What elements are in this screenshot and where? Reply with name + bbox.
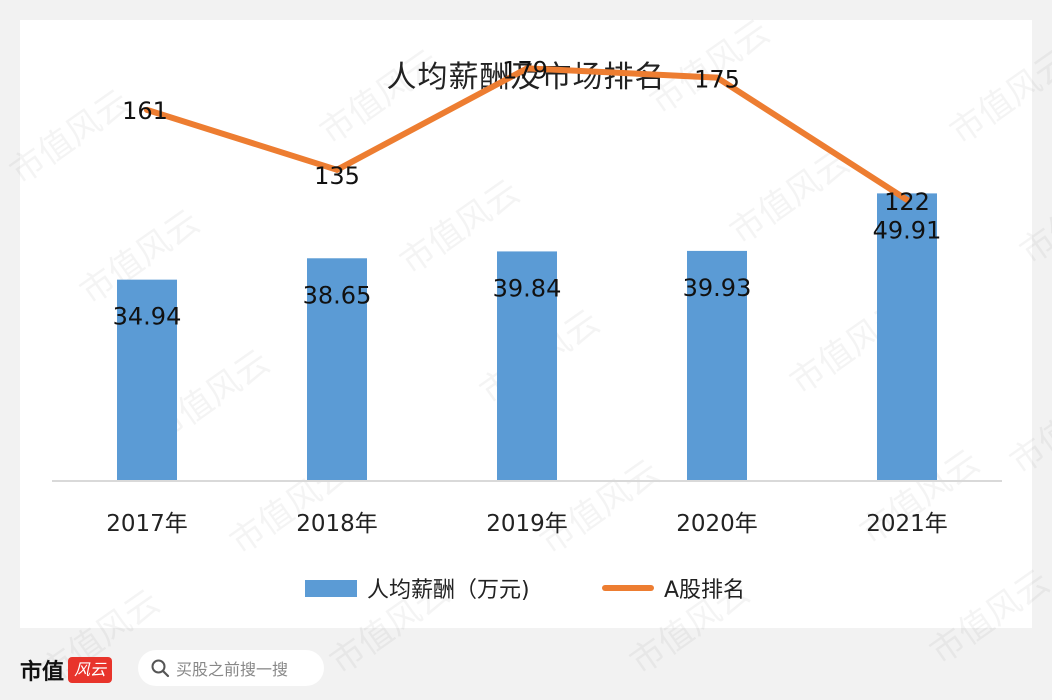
brand-text: 市值 — [20, 659, 65, 685]
rank-label-2021年: 122 — [884, 188, 930, 216]
salary-bar-2020年 — [687, 250, 747, 481]
legend-item-rank: A股排名 — [602, 572, 745, 604]
legend-swatch-salary — [305, 579, 357, 597]
combo-chart: 34.94 38.65 39.84 39.93 49.91 161 135 179 175 122… — [52, 56, 1002, 537]
x-tick-label-2018年: 2018年 — [296, 511, 378, 537]
rank-label-2020年: 175 — [694, 66, 740, 94]
brand-badge: 风云 — [68, 657, 113, 683]
footer-bar: 市值 风云 买股之前搜一搜 — [0, 640, 1052, 700]
x-tick-label-2021年: 2021年 — [866, 511, 948, 537]
rank-point-2019年 — [524, 65, 530, 72]
search-placeholder: 买股之前搜一搜 — [176, 660, 289, 679]
salary-label-2019年: 39.84 — [493, 274, 562, 302]
x-tick-label-2020年: 2020年 — [676, 511, 758, 537]
salary-label-2021年: 49.91 — [873, 216, 942, 244]
rank-line — [144, 65, 910, 203]
rank-point-2020年 — [714, 74, 720, 81]
salary-bar-2021年 — [877, 193, 937, 482]
rank-label-2017年: 161 — [122, 97, 168, 125]
search-box[interactable]: 买股之前搜一搜 — [138, 650, 324, 686]
salary-label-2017年: 34.94 — [113, 303, 182, 331]
rank-label-2019年: 179 — [502, 56, 548, 84]
salary-bar-2019年 — [497, 251, 557, 481]
legend-swatch-rank — [602, 585, 654, 591]
legend-item-salary: 人均薪酬（万元) — [305, 572, 530, 604]
brand-logo[interactable]: 市值 风云 — [20, 654, 113, 686]
salary-label-2018年: 38.65 — [303, 281, 372, 309]
chart-legend: 人均薪酬（万元) A股排名 — [0, 572, 1052, 604]
search-icon — [151, 659, 170, 678]
rank-label-2018年: 135 — [314, 162, 360, 190]
x-tick-label-2017年: 2017年 — [106, 511, 188, 537]
salary-bar-2018年 — [307, 258, 367, 481]
legend-label-salary: 人均薪酬（万元) — [367, 578, 530, 603]
rank-point-2017年 — [144, 106, 150, 113]
rank-point-2018年 — [334, 166, 340, 173]
salary-bar-2017年 — [117, 279, 177, 481]
x-tick-label-2019年: 2019年 — [486, 511, 568, 537]
rank-point-2021年 — [904, 196, 910, 203]
salary-label-2020年: 39.93 — [683, 274, 752, 302]
legend-label-rank: A股排名 — [664, 578, 746, 603]
